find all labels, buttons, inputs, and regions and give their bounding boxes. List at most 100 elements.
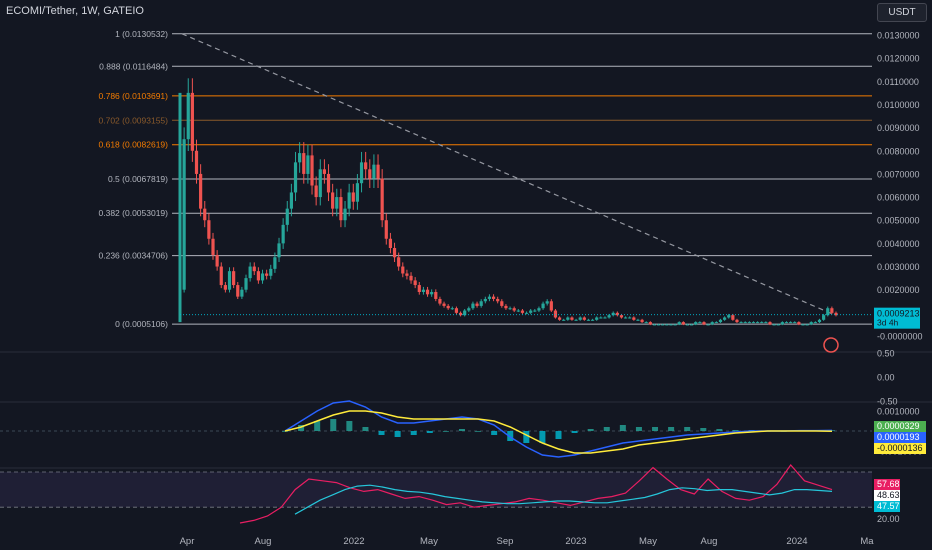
candle-body (454, 308, 459, 313)
candle-body (203, 208, 207, 221)
candle-body (331, 192, 335, 209)
candle-body (376, 164, 380, 179)
candle-body (223, 285, 227, 290)
candle-body (265, 273, 269, 276)
candle-body (285, 208, 289, 225)
candle-body (739, 322, 743, 324)
candle-body (306, 155, 310, 174)
time-axis-label: 2024 (786, 536, 807, 547)
candle-body (743, 322, 747, 324)
candle-body (248, 266, 252, 279)
candle-body (822, 315, 826, 320)
fib-level-label: 0.5 (0.0067819) (108, 174, 168, 184)
candle-body (273, 257, 277, 269)
price-axis-label: 0.0100000 (877, 100, 920, 110)
candle-body (665, 324, 669, 326)
candle-body (442, 303, 446, 306)
rsi-ma-line (294, 484, 833, 515)
candle-body (368, 169, 372, 179)
candle-body (735, 319, 739, 323)
candle-body (310, 155, 314, 186)
candle-body (578, 317, 582, 320)
time-axis-label: May (420, 536, 438, 547)
candle-body (504, 305, 508, 309)
candle-body (351, 192, 355, 202)
candle-body (471, 303, 475, 309)
candle-body (487, 296, 492, 299)
candle-body (780, 322, 784, 325)
candle-body (186, 92, 190, 140)
candle-body (623, 317, 628, 319)
candle-body (508, 308, 512, 310)
candle-body (409, 275, 413, 281)
time-axis-label: Ma (860, 536, 874, 547)
candle-body (326, 173, 331, 193)
candle-body (619, 315, 624, 318)
macd-histogram-bar (716, 429, 723, 431)
candle-body (458, 312, 463, 316)
candle-body (628, 317, 632, 319)
pane2-axis-label: -0.50 (877, 397, 898, 407)
macd-histogram-bar (346, 421, 353, 431)
candle-body (768, 322, 772, 325)
candle-body (677, 322, 681, 325)
candle-body (417, 285, 421, 293)
macd-histogram-bar (635, 427, 642, 431)
macd-histogram-bar (410, 431, 417, 435)
candle-body (772, 324, 776, 326)
time-axis-label: May (639, 536, 657, 547)
candle-body (401, 266, 405, 274)
candle-body (694, 322, 698, 325)
candle-body (714, 322, 718, 324)
candle-body (194, 150, 199, 174)
macd-value-badge (874, 421, 926, 432)
price-axis-label: 0.0120000 (877, 54, 920, 64)
candle-body (397, 257, 401, 267)
symbol-title: ECOMI/Tether, 1W, GATEIO (6, 5, 144, 17)
macd-histogram-bar (362, 427, 369, 431)
candle-body (289, 192, 293, 209)
candle-body (673, 324, 677, 326)
price-axis-label: 0.0070000 (877, 169, 920, 179)
rsi-value-badge (874, 501, 900, 512)
macd-histogram-bar (700, 428, 707, 431)
candle-body (805, 324, 809, 326)
candle-body (793, 322, 797, 324)
macd-histogram-bar (458, 429, 465, 431)
candle-body (826, 308, 830, 316)
macd-histogram-bar (684, 427, 691, 431)
macd-histogram-bar (442, 431, 449, 432)
candle-body (438, 298, 442, 304)
candle-body (475, 303, 479, 306)
candle-body (731, 315, 735, 320)
candle-body (380, 178, 384, 221)
candle-body (756, 322, 760, 324)
candle-body (723, 317, 727, 320)
candle-body (632, 317, 636, 320)
price-axis-label: 0.0080000 (877, 146, 920, 156)
price-axis-label: 0.0090000 (877, 123, 920, 133)
macd-value-badge (874, 443, 926, 454)
candle-body (450, 308, 454, 310)
currency-selector[interactable]: USDT (877, 3, 927, 22)
candle-body (372, 164, 376, 179)
candle-body (533, 310, 537, 312)
fib-level-label: 0.786 (0.0103691) (99, 91, 169, 101)
macd-histogram-bar (314, 421, 321, 431)
candle-body (421, 289, 426, 293)
fib-level-label: 0.702 (0.0093155) (99, 115, 169, 125)
candle-body (570, 317, 574, 320)
price-axis-label: 0.0040000 (877, 239, 920, 249)
candle-body (314, 185, 318, 198)
candle-body (512, 308, 516, 311)
macd-value-label: -0.0000136 (877, 443, 923, 453)
candle-body (483, 298, 487, 302)
candle-body (277, 243, 281, 258)
candle-body (776, 324, 780, 326)
candle-body (384, 220, 388, 239)
macd-histogram-bar (587, 429, 594, 431)
macd-histogram-bar (507, 431, 514, 441)
time-axis-label: Sep (497, 536, 514, 547)
candle-body (207, 220, 211, 239)
